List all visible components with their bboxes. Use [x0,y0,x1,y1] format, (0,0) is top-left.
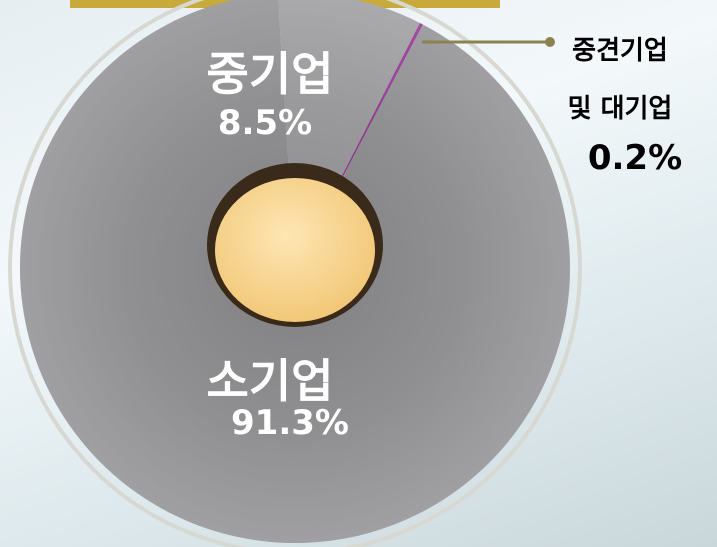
category-label: 중견기업 및 대기업 [567,36,673,124]
hub [215,178,375,322]
leader-dot [545,37,555,47]
value-label: 0.2% [587,138,683,178]
value-label: 91.3% [231,403,349,443]
disc-rim [8,0,582,547]
category-label: 중기업 [206,47,334,101]
category-label: 소기업 [206,354,334,408]
value-label: 8.5% [217,103,313,143]
